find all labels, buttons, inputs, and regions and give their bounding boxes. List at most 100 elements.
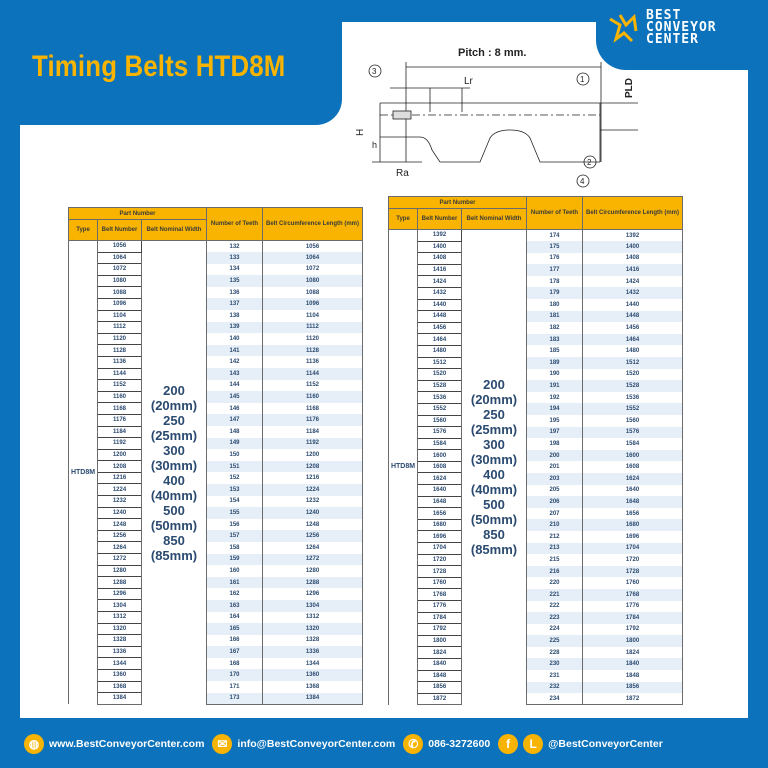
length-cell: 1136	[262, 356, 363, 369]
length-cell: 1432	[582, 287, 683, 300]
width-option: 400	[163, 472, 185, 488]
length-cell: 1520	[582, 368, 683, 381]
teeth-cell: 223	[526, 612, 583, 624]
phone-number[interactable]: 086-3272600	[428, 738, 491, 750]
width-option: 300	[483, 437, 505, 453]
teeth-cell: 166	[206, 634, 263, 647]
belt-number-cell: 1368	[97, 680, 142, 694]
table-row: 1344 168 1344	[69, 657, 363, 670]
teeth-cell: 181	[526, 310, 583, 323]
table-row: 1272 159 1272	[69, 553, 363, 566]
length-cell: 1184	[262, 426, 363, 438]
belt-number-cell: 1784	[417, 611, 462, 625]
table-row: 1256 157 1256	[69, 529, 363, 543]
table-row: 1424 178 1424	[389, 275, 683, 288]
table-row: 1216 152 1216	[69, 471, 363, 485]
belt-number-cell: 1336	[97, 645, 142, 659]
table-row: 1208 151 1208	[69, 460, 363, 473]
belt-number-cell: 1176	[97, 413, 142, 427]
teeth-cell: 156	[206, 518, 263, 531]
length-cell: 1360	[262, 669, 363, 682]
teeth-cell: 216	[526, 565, 583, 578]
table-row: 1288 161 1288	[69, 576, 363, 589]
belt-number-cell: 1840	[417, 657, 462, 671]
belt-number-cell: 1728	[417, 565, 462, 578]
length-cell: 1640	[582, 484, 683, 497]
length-cell: 1200	[262, 449, 363, 461]
logo: BEST CONVEYOR CENTER	[606, 9, 717, 46]
callout-4: 4	[580, 177, 585, 186]
teeth-cell: 232	[526, 681, 583, 694]
belt-number-cell: 1280	[97, 564, 142, 578]
length-header: Belt Circumference Length (mm)	[262, 207, 363, 241]
length-cell: 1400	[582, 241, 683, 253]
teeth-cell: 194	[526, 403, 583, 415]
table-row: 1240 155 1240	[69, 506, 363, 520]
teeth-cell: 132	[206, 240, 263, 253]
table-row: 1280 160 1280	[69, 564, 363, 578]
length-cell: 1384	[262, 692, 363, 705]
pitch-label: Pitch : 8 mm.	[458, 47, 526, 59]
length-cell: 1056	[262, 240, 363, 253]
table-row: 1464 183 1464	[389, 333, 683, 346]
length-cell: 1288	[262, 576, 363, 589]
width-option: (20mm)	[470, 392, 518, 408]
email-link[interactable]: info@BestConveyorCenter.com	[237, 738, 396, 750]
facebook-icon[interactable]: f	[498, 734, 519, 754]
width-option: 200	[483, 377, 505, 393]
teeth-cell: 162	[206, 588, 263, 600]
table-row: 1640 205 1640	[389, 484, 683, 497]
length-cell: 1104	[262, 310, 363, 322]
line-icon[interactable]: L	[523, 734, 544, 754]
table-row: 1296 162 1296	[69, 587, 363, 601]
belt-number-cell: 1096	[97, 297, 142, 311]
table-row: 1328 166 1328	[69, 634, 363, 647]
length-cell: 1760	[582, 577, 683, 589]
teeth-cell: 201	[526, 461, 583, 473]
belt-number-cell: 1768	[417, 588, 462, 601]
callout-1: 1	[580, 75, 585, 84]
mail-icon: ✉	[212, 734, 233, 754]
length-cell: 1232	[262, 495, 363, 508]
width-option: (40mm)	[150, 487, 198, 503]
table-row: 1848 231 1848	[389, 669, 683, 683]
belt-table-right: Part Number Number of Teeth Belt Circumfer…	[388, 196, 683, 706]
table-row: 1784 223 1784	[389, 611, 683, 625]
teeth-cell: 198	[526, 438, 583, 450]
table-row: 1584 198 1584	[389, 437, 683, 451]
callout-2: 2	[587, 158, 592, 167]
length-cell: 1272	[262, 553, 363, 566]
belt-number-cell: 1144	[97, 367, 142, 381]
belt-number-header: Belt Number	[417, 208, 462, 230]
table-row: 1776 222 1776	[389, 600, 683, 613]
table-row: 1456 182 1456	[389, 321, 683, 335]
table-row: 1760 220 1760	[389, 576, 683, 590]
table-row: 1576 197 1576	[389, 426, 683, 439]
type-header: Type	[68, 219, 98, 241]
teeth-cell: 182	[526, 322, 583, 334]
length-cell: 1696	[582, 530, 683, 543]
length-cell: 1160	[262, 391, 363, 403]
belt-number-cell: 1560	[417, 414, 462, 428]
teeth-cell: 152	[206, 472, 263, 484]
table-row: 1232 154 1232	[69, 495, 363, 508]
table-row: 1112 139 1112	[69, 321, 363, 334]
length-cell: 1224	[262, 483, 363, 496]
belt-number-cell: 1680	[417, 518, 462, 532]
website-link[interactable]: www.BestConveyorCenter.com	[49, 738, 205, 750]
length-cell: 1840	[582, 658, 683, 671]
belt-number-cell: 1536	[417, 391, 462, 404]
length-cell: 1480	[582, 345, 683, 358]
table-row: 1792 224 1792	[389, 623, 683, 636]
teeth-cell: 145	[206, 391, 263, 403]
width-option: (85mm)	[470, 542, 518, 558]
teeth-cell: 155	[206, 507, 263, 519]
length-cell: 1112	[262, 321, 363, 334]
table-row: 1432 179 1432	[389, 286, 683, 300]
table-row: HTD8M 1056 200 (20mm) 250 (25mm) 300 (30mm) 400(…	[68, 240, 363, 705]
length-cell: 1080	[262, 275, 363, 287]
belt-number-cell: 1240	[97, 506, 142, 520]
belt-number-cell: 1456	[417, 321, 462, 335]
belt-number-cell: 1408	[417, 252, 462, 265]
teeth-cell: 149	[206, 437, 263, 450]
